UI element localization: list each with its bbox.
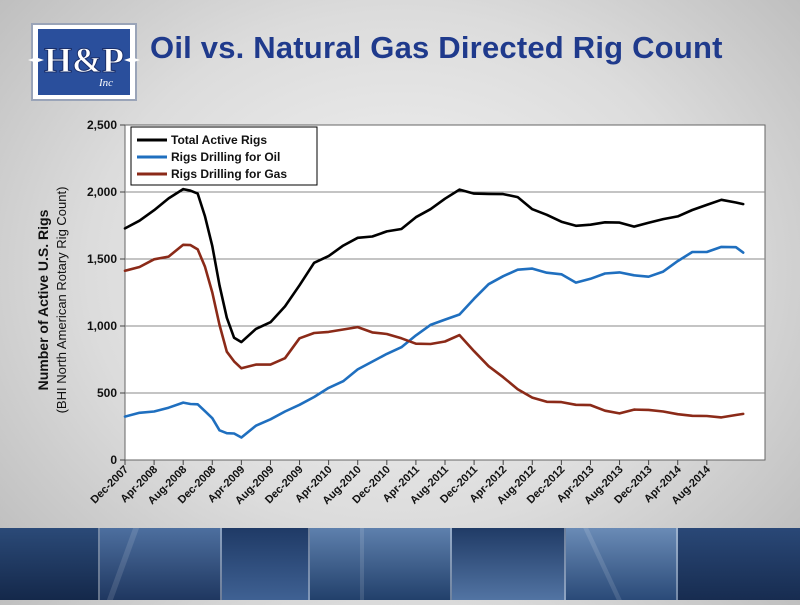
- series-lines: [123, 187, 745, 439]
- y-tick-label: 1,500: [87, 252, 117, 266]
- footer-photo-7: [678, 528, 800, 600]
- y-axis-sublabel: (BHI North American Rotary Rig Count): [54, 187, 69, 414]
- y-tick-label: 1,000: [87, 319, 117, 333]
- footer-accent-2: [360, 528, 364, 600]
- y-tick-label: 0: [110, 453, 117, 467]
- legend: Total Active Rigs Rigs Drilling for Oil Ri…: [130, 126, 318, 186]
- logo-lettering: H&P: [44, 40, 124, 80]
- legend-label: Rigs Drilling for Oil: [171, 150, 280, 164]
- y-tick-label: 500: [97, 386, 117, 400]
- x-axis-ticks: Dec-2007Apr-2008Aug-2008Dec-2008Apr-2009…: [88, 460, 714, 507]
- legend-label: Rigs Drilling for Gas: [171, 167, 287, 181]
- hp-logo-mark: H&P Inc: [28, 23, 140, 101]
- footer-photo-5: [452, 528, 566, 600]
- y-tick-label: 2,000: [87, 185, 117, 199]
- grid-lines: [125, 191, 765, 394]
- footer-photo-2: [100, 528, 222, 600]
- footer-photo-3: [222, 528, 310, 600]
- y-axis-ticks: 0 500 1,000 1,500 2,000 2,500: [87, 118, 125, 467]
- series-line-2: [123, 243, 745, 419]
- legend-label: Total Active Rigs: [171, 133, 267, 147]
- page-title: Oil vs. Natural Gas Directed Rig Count: [150, 30, 723, 65]
- footer-photo-1: [0, 528, 100, 600]
- y-axis-label: Number of Active U.S. Rigs: [35, 209, 51, 390]
- footer-photo-4: [310, 528, 452, 600]
- logo-sub: Inc: [98, 77, 113, 89]
- y-tick-label: 2,500: [87, 118, 117, 132]
- footer-photo-strip: [0, 528, 800, 600]
- hp-logo: H&P Inc: [26, 20, 142, 104]
- footer-photo-6: [566, 528, 678, 600]
- series-line-0: [123, 187, 745, 344]
